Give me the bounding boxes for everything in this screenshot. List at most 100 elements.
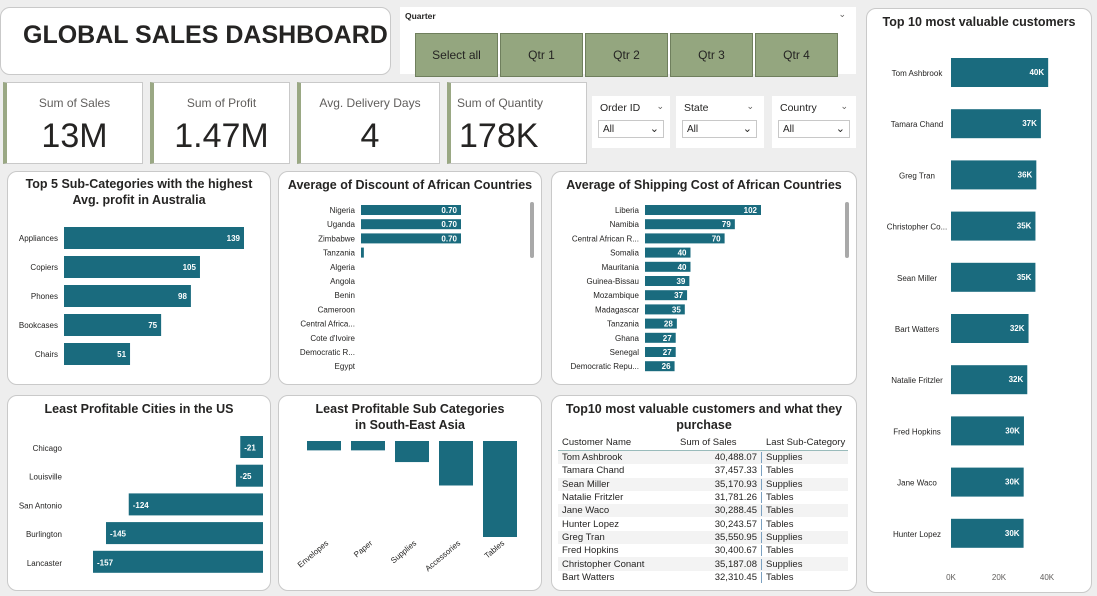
bar (105, 522, 264, 545)
axis-tick-label: 0K (946, 573, 956, 582)
title-card: GLOBAL SALES DASHBOARD (0, 7, 391, 75)
data-label: 0.70 (441, 234, 457, 243)
table-cell: Supplies (766, 478, 803, 490)
data-label: -145 (110, 530, 127, 539)
table-header: Customer Name Sum of Sales Last Sub-Cate… (558, 433, 848, 451)
table-title: Top10 most valuable customers and what t… (565, 402, 843, 432)
chevron-down-icon[interactable]: ⌄ (838, 9, 846, 19)
kpi-label: Sum of Sales (38, 96, 111, 110)
category-label: Senegal (610, 348, 640, 357)
bar (951, 518, 1024, 548)
category-label: Ghana (615, 334, 640, 343)
shipping-africa-chart: Liberia 102 Namibia 79 Central African R... 7… (571, 205, 761, 372)
quarter-qtr2-button[interactable]: Qtr 2 (585, 33, 668, 77)
page-title: GLOBAL SALES DASHBOARD (23, 21, 388, 49)
table-row[interactable]: Fred Hopkins 30,400.67 Tables (558, 544, 848, 557)
kpi-value: 13M (41, 117, 108, 155)
category-label: Lancaster (27, 559, 62, 568)
category-label: Tanzania (323, 249, 356, 258)
chevron-down-icon[interactable]: ⌄ (656, 101, 664, 111)
slicer-label: State (684, 102, 709, 114)
category-label: Egypt (335, 362, 356, 371)
bar (951, 314, 1029, 343)
category-label: Appliances (19, 234, 58, 243)
table-row[interactable]: Tamara Chand 37,457.33 Tables (558, 464, 848, 477)
kpi-sum-of-quantity: Sum of Quantity 178K (447, 82, 587, 164)
data-label: 39 (676, 277, 685, 286)
category-label: Tables (483, 539, 506, 561)
table-cell: Natalie Fritzler (562, 492, 624, 504)
category-label: Burlington (26, 530, 62, 539)
column-header-sales[interactable]: Sum of Sales (680, 437, 737, 448)
bar (645, 290, 688, 301)
data-label: 27 (663, 348, 672, 357)
chart-title: Least Profitable Sub Categories in South… (315, 402, 505, 432)
table-row[interactable]: Jane Waco 30,288.45 Tables (558, 504, 848, 518)
category-label: Tamara Chand (891, 120, 943, 129)
table-cell: Fred Hopkins (562, 545, 619, 557)
bar (64, 343, 131, 365)
data-label: 30K (1005, 478, 1020, 487)
bar (645, 347, 676, 357)
state-dropdown[interactable]: All ⌄ (682, 120, 757, 138)
quarter-qtr1-button[interactable]: Qtr 1 (500, 33, 583, 77)
category-label: Madagascar (595, 305, 639, 314)
data-label: 32K (1010, 324, 1025, 333)
table-row[interactable]: Hunter Lopez 30,243.57 Tables (558, 517, 848, 530)
table-cell: Supplies (766, 531, 803, 543)
category-label: Tanzania (607, 320, 640, 329)
category-label: Chairs (35, 350, 58, 359)
order-id-dropdown[interactable]: All ⌄ (598, 120, 664, 138)
data-label: 139 (227, 234, 241, 243)
category-label: Bart Watters (895, 325, 939, 334)
chevron-down-icon: ⌄ (649, 123, 659, 135)
scrollbar[interactable] (530, 202, 534, 258)
table-cell: Hunter Lopez (562, 518, 620, 530)
country-dropdown[interactable]: All ⌄ (778, 120, 850, 138)
bar (361, 219, 461, 230)
data-label: 32K (1009, 375, 1024, 384)
category-label: Democratic R... (300, 348, 355, 357)
bar (64, 314, 162, 336)
data-label: 79 (722, 220, 731, 229)
table-cell: 30,400.67 (678, 545, 762, 557)
data-label: 35K (1017, 273, 1032, 282)
category-label: Liberia (615, 206, 640, 215)
chevron-down-icon[interactable]: ⌄ (746, 101, 754, 111)
bar (645, 261, 691, 272)
data-label: 26 (662, 362, 671, 371)
table-row[interactable]: Natalie Fritzler 31,781.26 Tables (558, 491, 848, 504)
bar (645, 233, 725, 244)
category-label: Bookcases (19, 321, 58, 330)
table-cell: Tom Ashbrook (562, 452, 623, 464)
table-row[interactable]: Tom Ashbrook 40,488.07 Supplies (558, 451, 848, 465)
quarter-qtr3-button[interactable]: Qtr 3 (670, 33, 753, 77)
table-row[interactable]: Greg Tran 35,550.95 Supplies (558, 530, 848, 545)
scrollbar[interactable] (845, 202, 849, 258)
table-row[interactable]: Christopher Conant 35,187.08 Supplies (558, 557, 848, 571)
table-cell: Tables (766, 518, 794, 530)
kpi-value: 1.47M (174, 117, 269, 155)
least-profitable-sea-chart: Envelopes Paper Supplies Accessories Tables (296, 441, 517, 574)
data-label: 70 (712, 234, 721, 243)
axis-tick-label: 20K (992, 573, 1007, 582)
category-label: Mozambique (593, 291, 639, 300)
kpi-value: 178K (459, 117, 539, 155)
bar (361, 205, 461, 215)
chevron-down-icon[interactable]: ⌄ (840, 101, 848, 111)
bar (307, 441, 341, 451)
category-label: Accessories (423, 539, 462, 574)
column-header-subcategory[interactable]: Last Sub-Category (766, 437, 846, 448)
table-row[interactable]: Bart Watters 32,310.45 Tables (558, 571, 848, 584)
bar (645, 219, 735, 230)
column-header-customer[interactable]: Customer Name (562, 437, 632, 448)
data-label: 0.70 (441, 206, 457, 215)
table-row[interactable]: Sean Miller 35,170.93 Supplies (558, 477, 848, 491)
category-label: Hunter Lopez (893, 530, 941, 539)
shipping-africa-card: Average of Shipping Cost of African Coun… (551, 171, 857, 385)
data-label: 98 (178, 292, 187, 301)
quarter-qtr4-button[interactable]: Qtr 4 (755, 33, 838, 77)
bar (951, 211, 1036, 241)
quarter-select-all-button[interactable]: Select all (415, 33, 498, 77)
table-cell: 35,187.08 (678, 558, 762, 570)
